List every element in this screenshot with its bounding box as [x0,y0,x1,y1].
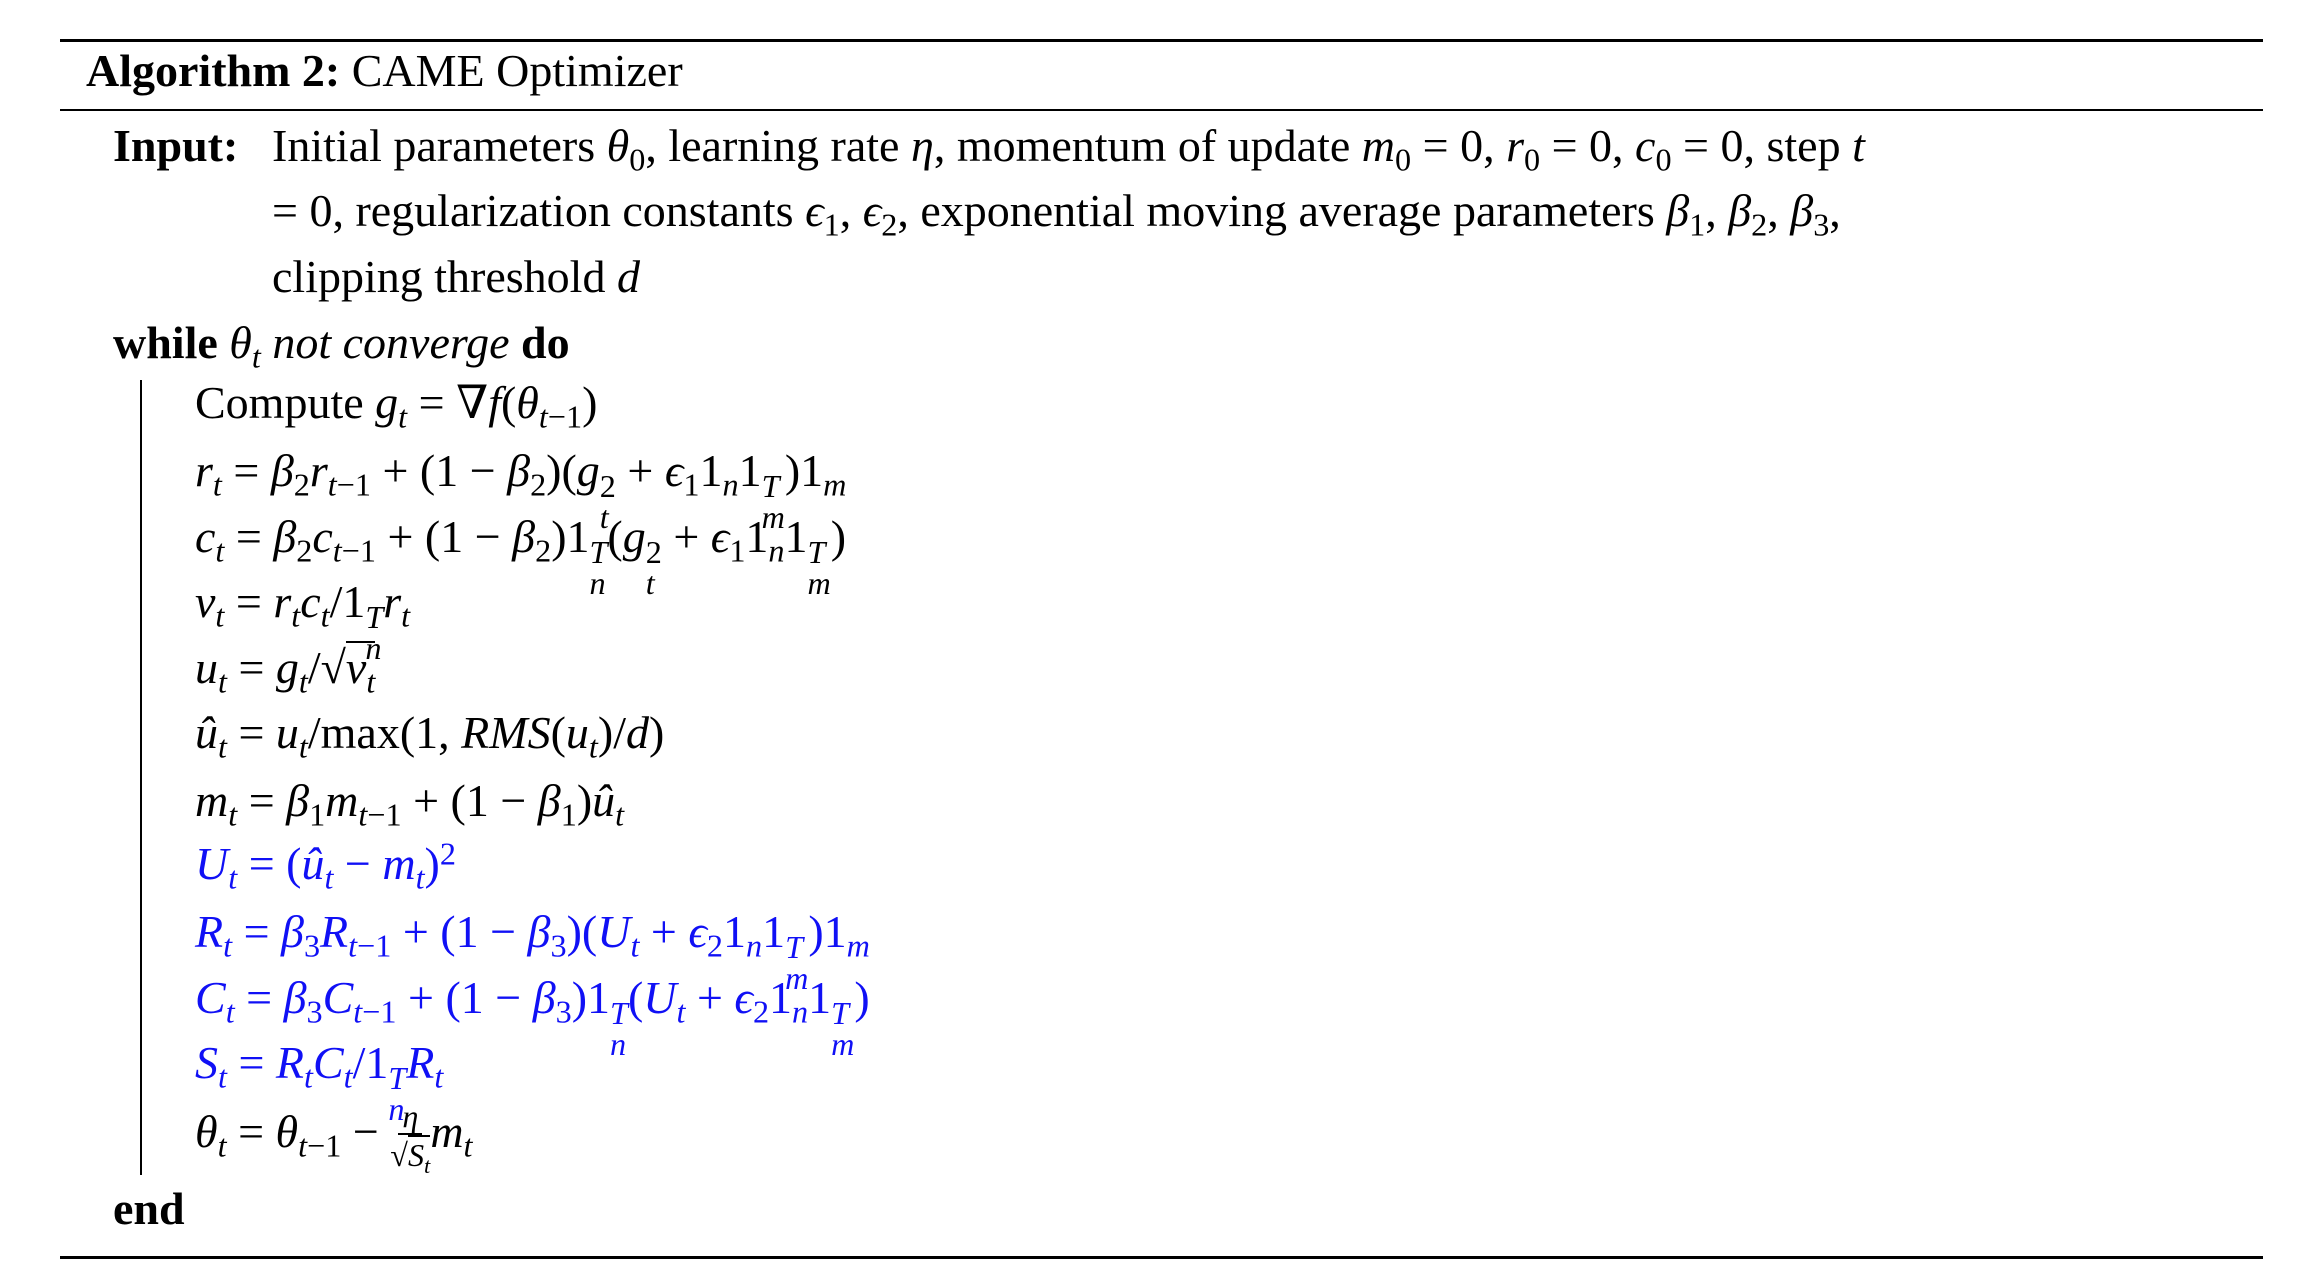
do-keyword: do [521,317,570,368]
algorithm-step: Ct = β3Ct−1 + (1 − β3)1 n T (Ut + ϵ21n1 m T) [195,972,870,1062]
algorithm-step: ct = β2ct−1 + (1 − β2)1 n T (g t 2 + ϵ11n1 m T) [195,511,847,601]
algorithm-step: mt = β1mt−1 + (1 − β1)ût [195,775,625,833]
caption-rule [60,109,2263,111]
end-statement: end [113,1176,185,1242]
loop-body-bar [140,380,142,1175]
input-label: Input: [113,113,238,179]
algorithm-step: ût = ut/max(1, RMS(ut)/d) [195,707,665,765]
while-statement: while θt not converge do [113,310,570,376]
while-condition-var: θt [229,317,261,375]
input-line-3: clipping threshold d [272,251,640,302]
input-label-text: Input: [113,120,239,171]
algorithm-caption: Algorithm 2: CAME Optimizer [86,38,683,104]
input-line-2: = 0, regularization constants ϵ1, ϵ2, ex… [272,185,1841,243]
algorithm-step: St = RtCt/1 n T Rt [195,1037,444,1127]
input-line-1: Initial parameters θ0, learning rate η, … [272,120,1865,178]
algorithm-step: θt = θt−1 − η √St mt [195,1097,473,1179]
algorithm-step: ut = gt/√vt [195,641,376,700]
algorithm-step: Compute gt = ∇f(θt−1) [195,377,598,435]
algorithm-title: CAME Optimizer [351,45,683,96]
top-rule [60,39,2263,42]
algorithm-step: rt = β2rt−1 + (1 − β2)(g t 2 + ϵ11n1 m T)1m [195,445,847,535]
end-keyword: end [113,1183,185,1234]
algorithm-step: Rt = β3Rt−1 + (1 − β3)(Ut + ϵ21n1 m T)1m [195,906,870,996]
algorithm-step: Ut = (ût − mt)2 [195,835,456,896]
while-keyword: while [113,317,218,368]
bottom-rule [60,1256,2263,1259]
while-condition-text: not converge [272,317,510,368]
algorithm-label: Algorithm 2: [86,45,341,96]
